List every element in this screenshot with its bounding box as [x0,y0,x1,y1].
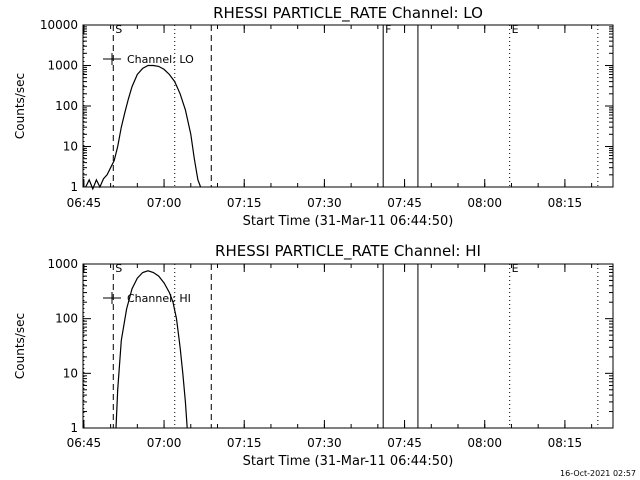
series-line [85,64,202,191]
marker-label: E [512,262,519,275]
x-tick-label: 08:15 [548,196,583,210]
y-axis-label: Counts/sec [13,73,27,139]
x-tick-label: 07:00 [147,436,182,450]
series-line [115,270,188,429]
y-tick-label: 1 [70,180,78,194]
marker-label: S [115,262,122,275]
panel-hi: RHESSI PARTICLE_RATE Channel: HI 1 10 100 10… [13,242,614,469]
x-tick-label: 08:00 [467,196,502,210]
y-tick-label: 1000 [47,59,78,73]
y-tick-label: 100 [55,312,78,326]
x-tick-label: 07:15 [227,196,262,210]
y-tick-label: 10 [63,366,78,380]
x-axis-label: Start Time (31-Mar-11 06:44:50) [243,454,454,469]
legend-label: Channel: HI [127,292,191,305]
x-tick-label: 08:00 [467,436,502,450]
panel-lo: RHESSI PARTICLE_RATE Channel: LO 1 10 100 10… [13,4,614,229]
y-axis-label: Counts/sec [13,313,27,379]
legend-label: Channel: LO [127,53,194,66]
marker-label: S [115,23,122,36]
x-tick-label: 07:15 [227,436,262,450]
x-tick-label: 06:45 [67,436,102,450]
x-tick-label: 07:00 [147,196,182,210]
y-tick-label: 1000 [47,257,78,271]
chart-title: RHESSI PARTICLE_RATE Channel: LO [213,4,483,23]
marker-label: E [512,23,519,36]
y-tick-label: 1 [70,421,78,435]
x-axis-label: Start Time (31-Mar-11 06:44:50) [243,214,454,229]
x-tick-label: 06:45 [67,196,102,210]
x-tick-label: 08:15 [548,436,583,450]
x-tick-label: 07:30 [307,196,342,210]
x-tick-label: 07:45 [387,436,422,450]
x-tick-label: 07:30 [307,436,342,450]
plot-frame [82,24,614,188]
y-tick-label: 100 [55,99,78,113]
y-tick-label: 10 [63,140,78,154]
footer-timestamp: 16-Oct-2021 02:57 [560,469,636,478]
plot-frame [82,263,614,429]
marker-label: F [385,23,391,36]
chart-title: RHESSI PARTICLE_RATE Channel: HI [215,242,481,261]
x-tick-label: 07:45 [387,196,422,210]
y-tick-label: 10000 [40,18,78,32]
